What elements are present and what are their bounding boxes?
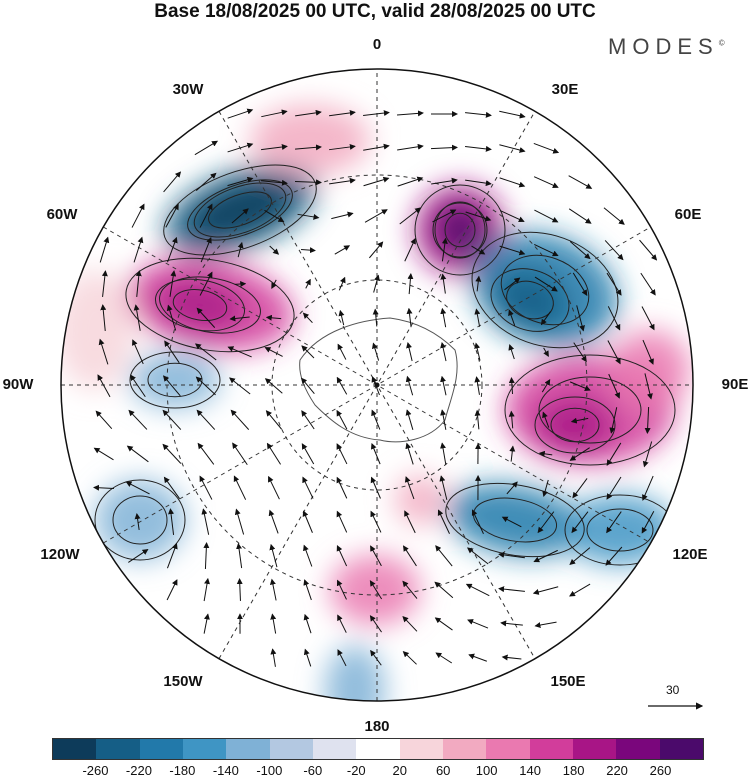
antarctica-continent [299,317,458,443]
map-boundary [60,68,694,702]
longitude-label: 150W [163,673,203,690]
longitude-label: 120E [672,546,708,563]
longitude-label: 120W [40,546,80,563]
colorbar-tick-label: 20 [392,763,407,778]
longitude-label: 180 [364,718,390,735]
colorbar [52,738,704,760]
colorbar-tick-label: -140 [212,763,239,778]
colorbar-swatch [616,739,660,759]
colorbar-swatch [442,739,487,759]
graticule [61,69,693,701]
colorbar-tick-label: 220 [606,763,628,778]
colorbar-tick-label: 60 [435,763,451,778]
longitude-label: 90W [2,376,34,393]
map-title: Base 18/08/2025 00 UTC, valid 28/08/2025… [154,1,596,22]
anomaly-field [61,69,693,701]
wind-vectors [93,108,658,667]
reference-vector: 30 [646,683,706,713]
colorbar-tick-label: -180 [169,763,196,778]
colorbar-tick-label: -260 [82,763,109,778]
colorbar-swatch [182,739,227,759]
longitude-label: 60W [46,206,78,223]
colorbar-tick-label: -60 [303,763,323,778]
longitude-label: 30W [172,81,204,98]
colorbar-tick-label: 100 [475,763,498,778]
colorbar-tick-label: 260 [649,763,672,778]
colorbar-swatch [356,739,400,759]
colorbar-swatch [486,739,530,759]
colorbar-tick-label: 140 [519,763,541,778]
colorbar-swatch [139,739,183,759]
colorbar-ticks: -260 -220 -180 -140 -100 -60 -20 20 60 100 140 180 2… [0,763,750,781]
longitude-label: 30E [551,81,579,98]
colorbar-swatch [659,739,703,759]
colorbar-tick-label: -20 [346,763,366,778]
modes-logo: MODES© [608,34,725,59]
colorbar-swatch [226,739,270,759]
colorbar-swatch [269,739,313,759]
longitude-label: 150E [550,673,586,690]
colorbar-swatch [529,739,573,759]
colorbar-tick-label: -100 [256,763,283,778]
colorbar-swatch [399,739,443,759]
colorbar-swatch [96,739,140,759]
colorbar-swatch [572,739,617,759]
longitude-label: 60E [674,206,702,223]
longitude-label: 90E [721,376,749,393]
colorbar-swatch [312,739,357,759]
colorbar-swatch [53,739,97,759]
colorbar-tick-label: 180 [562,763,585,778]
longitude-label: 0 [372,36,382,53]
reference-vector-label: 30 [666,683,680,697]
colorbar-tick-label: -220 [125,763,152,778]
